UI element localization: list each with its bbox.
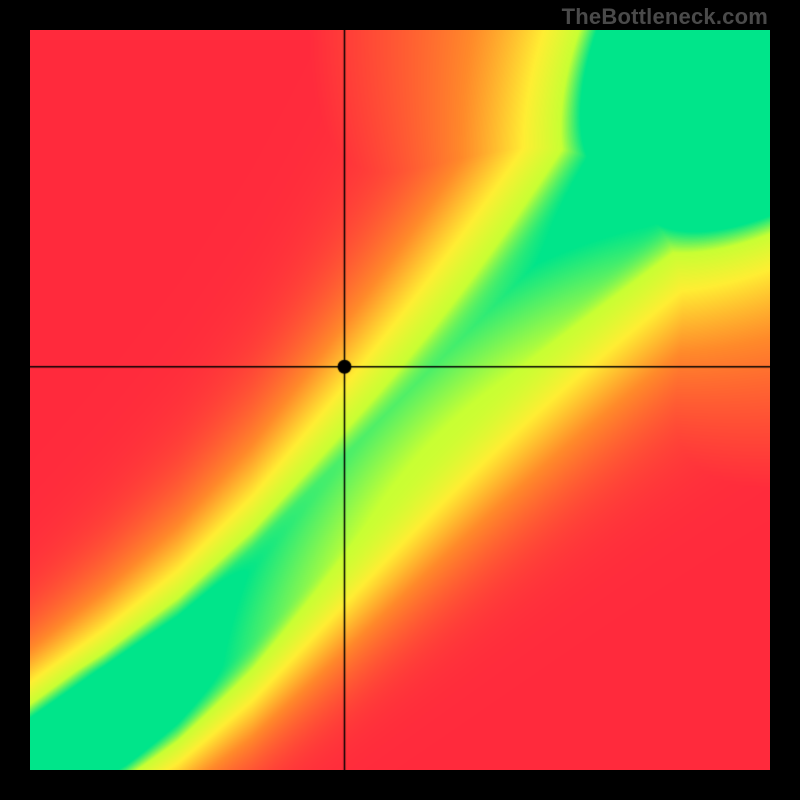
watermark-text: TheBottleneck.com [562,4,768,30]
chart-frame: TheBottleneck.com [0,0,800,800]
bottleneck-heatmap [30,30,770,770]
plot-area [30,30,770,770]
